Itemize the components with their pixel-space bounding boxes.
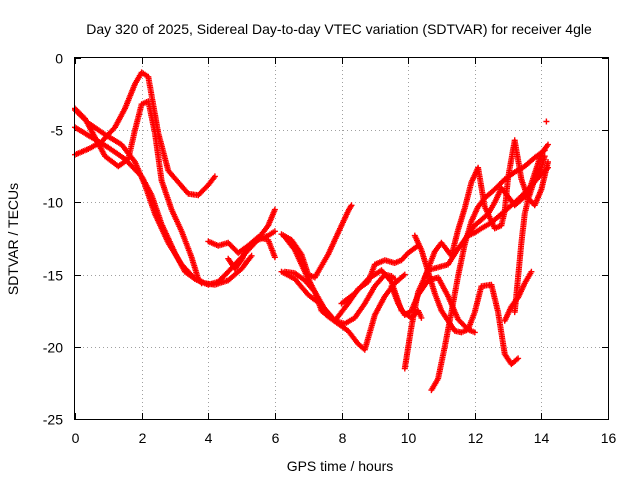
y-axis-ticks: 0 -5 -10 -15 -20 -25 bbox=[43, 51, 63, 428]
y-axis-label: SDTVAR / TECUs bbox=[5, 183, 21, 295]
series-trace-10 bbox=[278, 242, 422, 324]
data-point bbox=[271, 228, 278, 235]
x-tick-label: 12 bbox=[468, 430, 484, 446]
x-tick-label: 10 bbox=[401, 430, 417, 446]
x-tick-label: 0 bbox=[72, 430, 80, 446]
y-tick-label: -20 bbox=[43, 340, 63, 356]
data-point bbox=[545, 141, 551, 148]
series-trace-12 bbox=[388, 274, 478, 336]
y-tick-label: -25 bbox=[43, 412, 63, 428]
x-tick-label: 2 bbox=[139, 430, 147, 446]
data-point bbox=[211, 173, 218, 180]
x-tick-label: 8 bbox=[339, 430, 347, 446]
x-tick-label: 6 bbox=[272, 430, 280, 446]
data-points bbox=[72, 69, 551, 394]
y-tick-label: -15 bbox=[43, 268, 63, 284]
data-point bbox=[271, 206, 278, 213]
x-tick-label: 4 bbox=[205, 430, 213, 446]
data-point bbox=[515, 355, 522, 362]
series-trace-19 bbox=[511, 153, 548, 316]
series-trace-1 bbox=[72, 69, 218, 199]
y-tick-label: 0 bbox=[55, 51, 63, 67]
series-trace-13 bbox=[411, 232, 522, 368]
data-point bbox=[471, 329, 478, 336]
x-axis-ticks: 0 2 4 6 8 10 12 14 16 bbox=[72, 430, 617, 446]
y-tick-label: -10 bbox=[43, 195, 63, 211]
data-point bbox=[248, 252, 255, 259]
series-trace-8 bbox=[278, 202, 355, 281]
plot-frame bbox=[74, 57, 609, 420]
data-point bbox=[348, 202, 355, 209]
data-point bbox=[543, 118, 550, 125]
data-point bbox=[391, 275, 398, 282]
data-point bbox=[528, 268, 535, 275]
data-point bbox=[545, 159, 551, 165]
x-tick-label: 14 bbox=[534, 430, 550, 446]
series-trace-6 bbox=[225, 234, 278, 272]
data-point bbox=[401, 271, 408, 278]
series-trace-20 bbox=[543, 118, 550, 125]
data-point bbox=[541, 153, 548, 160]
chart-title: Day 320 of 2025, Sidereal Day-to-day VTE… bbox=[86, 21, 592, 37]
x-axis-label: GPS time / hours bbox=[287, 458, 394, 474]
y-tick-label: -5 bbox=[51, 123, 64, 139]
data-point bbox=[418, 314, 425, 321]
data-point bbox=[271, 254, 278, 261]
x-tick-label: 16 bbox=[601, 430, 617, 446]
